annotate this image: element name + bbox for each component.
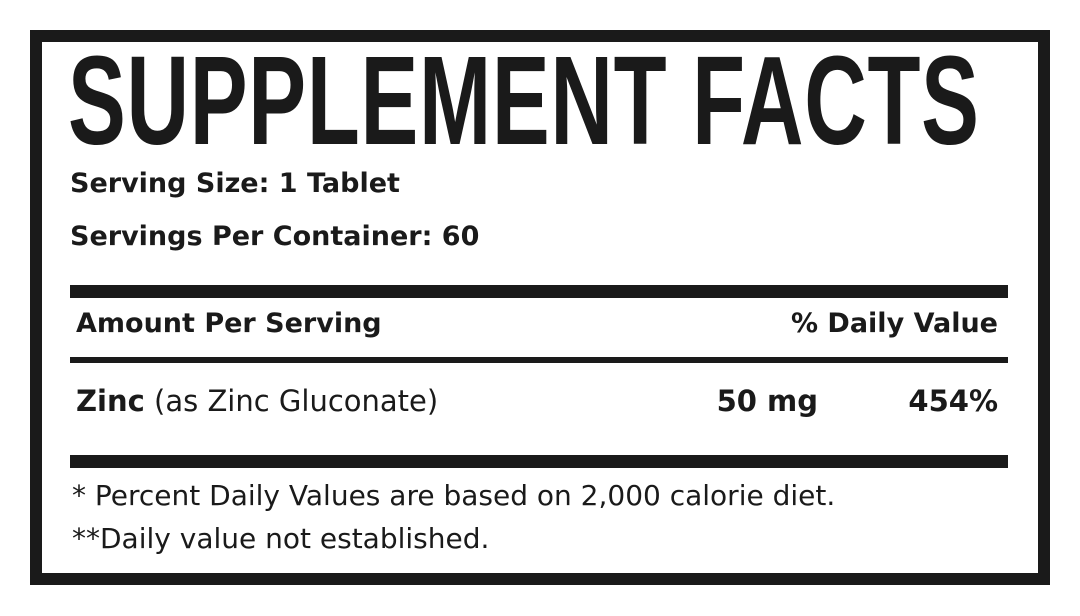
nutrient-amount: 50 mg	[716, 384, 818, 418]
footnote-1: * Percent Daily Values are based on 2,00…	[72, 479, 836, 512]
nutrient-row: Zinc (as Zinc Gluconate)	[76, 384, 438, 418]
serving-size: Serving Size: 1 Tablet	[70, 168, 400, 199]
label-title: SUPPLEMENT FACTS	[68, 30, 980, 171]
footnote-2: **Daily value not established.	[72, 522, 490, 555]
thick-divider	[70, 285, 1008, 298]
thin-divider	[70, 357, 1008, 363]
servings-per-container: Servings Per Container: 60	[70, 221, 480, 252]
nutrient-daily-value: 454%	[908, 384, 998, 418]
label-border	[30, 30, 1050, 585]
nutrient-detail: (as Zinc Gluconate)	[144, 384, 439, 418]
amount-per-serving-header: Amount Per Serving	[76, 308, 382, 339]
thick-divider-bottom	[70, 455, 1008, 468]
daily-value-header: % Daily Value	[790, 308, 998, 339]
nutrient-name: Zinc	[76, 384, 145, 418]
